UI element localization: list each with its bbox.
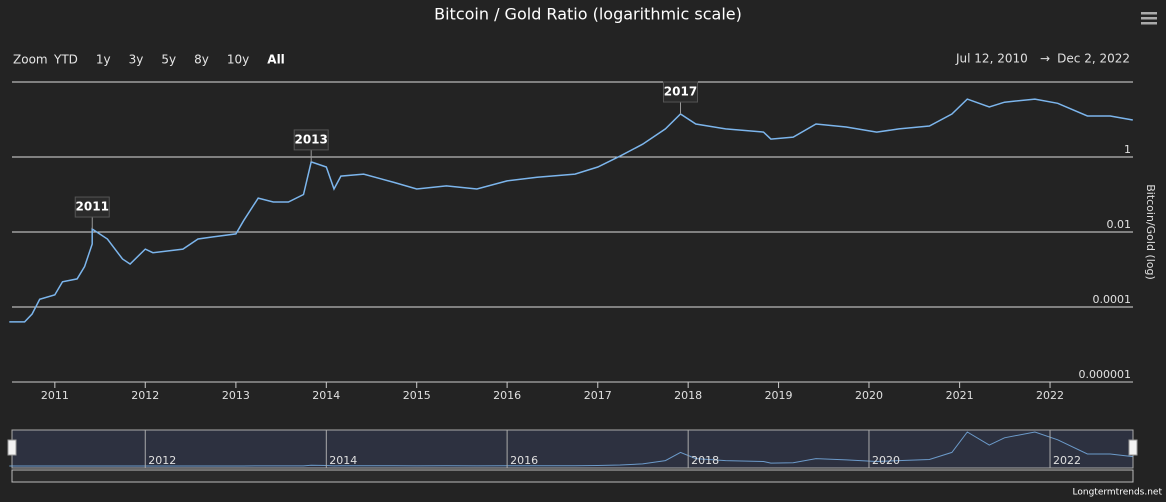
x-tick-label: 2018 [674,389,702,402]
range-from: Jul 12, 2010 [955,52,1028,66]
x-tick-label: 2011 [41,389,69,402]
navigator-tick-label: 2012 [148,454,176,467]
navigator-tick-label: 2018 [691,454,719,467]
y-tick-label: 0.01 [1107,218,1132,231]
annotation-label: 2013 [294,132,327,146]
zoom-label: Zoom [13,53,48,67]
zoom-button[interactable]: YTD [53,53,78,67]
x-tick-label: 2015 [403,389,431,402]
x-tick-label: 2014 [312,389,340,402]
x-tick-label: 2019 [765,389,793,402]
zoom-button[interactable]: 3y [129,53,144,67]
scrollbar[interactable] [11,469,1134,483]
annotation-box [74,196,110,218]
y-tick-label: 0.0001 [1093,293,1132,306]
navigator-tick-label: 2020 [872,454,900,467]
annotation-box [293,129,329,151]
zoom-button[interactable]: 1y [96,53,111,67]
y-tick-label: 1 [1124,143,1131,156]
annotation-label: 2017 [664,85,697,99]
x-tick-label: 2017 [584,389,612,402]
navigator-handle[interactable] [7,439,17,456]
navigator-line [9,431,1133,467]
x-tick-label: 2021 [946,389,974,402]
x-tick-label: 2013 [222,389,250,402]
navigator-tick-label: 2022 [1053,454,1081,467]
navigator-tick-label: 2016 [510,454,538,467]
zoom-button[interactable]: All [267,53,285,67]
zoom-button[interactable]: 5y [161,53,176,67]
zoom-button[interactable]: 8y [194,53,209,67]
zoom-button[interactable]: 10y [227,53,249,67]
navigator-tick-label: 2014 [329,454,357,467]
x-tick-label: 2020 [855,389,883,402]
chart-title: Bitcoin / Gold Ratio (logarithmic scale) [434,5,742,24]
x-tick-label: 2016 [493,389,521,402]
range-arrow: → [1040,52,1050,66]
series-line [9,98,1133,323]
annotation-label: 2011 [76,200,109,214]
source: Longtermtrends.net [1073,488,1163,498]
navigator-handle[interactable] [1128,439,1138,456]
annotation-box [662,81,698,103]
y-axis-title: Bitcoin/Gold (log) [1144,184,1157,280]
menu-icon[interactable] [1141,12,1157,25]
y-tick-label: 0.000001 [1079,368,1132,381]
x-tick-label: 2022 [1036,389,1064,402]
range-to: Dec 2, 2022 [1057,52,1130,66]
x-tick-label: 2012 [131,389,159,402]
